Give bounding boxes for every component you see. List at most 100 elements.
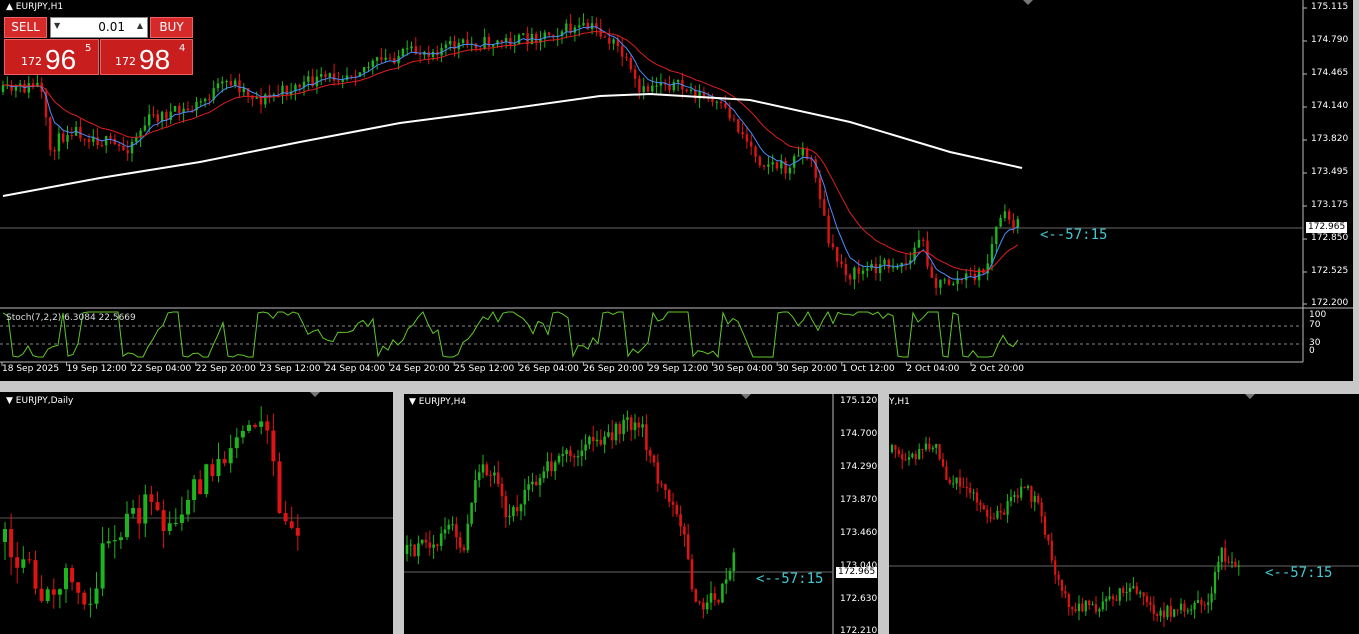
h4-chart-canvas[interactable] xyxy=(404,394,878,634)
candle-body xyxy=(538,478,542,486)
h1-small-chart-window[interactable]: Y,H1 <--57:15 xyxy=(889,394,1359,634)
h1-small-chart-canvas[interactable] xyxy=(889,394,1359,634)
candle-body xyxy=(380,57,383,60)
price-scale-label: 175.115 xyxy=(1311,2,1349,12)
candle-body xyxy=(496,472,500,484)
main-chart-title: ▲ EURJPY,H1 xyxy=(6,2,64,12)
candle-body xyxy=(1037,495,1040,503)
main-chart-canvas[interactable] xyxy=(0,0,1353,381)
daily-chart-canvas[interactable] xyxy=(0,392,393,634)
candle-body xyxy=(508,516,511,518)
candle-body xyxy=(1057,574,1060,580)
main-candle-countdown: <--57:15 xyxy=(1040,227,1108,243)
candle-body xyxy=(1234,561,1237,567)
candle-body xyxy=(679,514,682,527)
price-scale-label: 174.790 xyxy=(1311,35,1349,45)
time-scale-label: 30 Sep 04:00 xyxy=(712,364,773,374)
candle-body xyxy=(371,60,374,67)
candle-body xyxy=(713,593,717,600)
candle-body xyxy=(1149,602,1152,605)
candle-body xyxy=(1003,512,1006,515)
candle-body xyxy=(198,479,203,495)
candle-body xyxy=(165,111,168,120)
candle-body xyxy=(519,504,523,512)
buy-price-prefix: 172 xyxy=(115,55,136,68)
lot-decrease-button[interactable]: ▼ xyxy=(54,21,61,30)
lot-increase-button[interactable]: ▲ xyxy=(136,21,143,30)
candle-body xyxy=(1013,495,1016,497)
chart-shift-marker xyxy=(741,394,751,399)
candle-body xyxy=(424,539,428,543)
moving-average-long xyxy=(2,92,1023,197)
candle-body xyxy=(894,445,897,450)
buy-price-button[interactable]: 172 98 4 xyxy=(100,39,193,75)
chart-menu-arrow-icon[interactable]: ▼ xyxy=(409,397,419,407)
candle-body xyxy=(648,450,652,456)
candle-body xyxy=(302,81,306,88)
candle-body xyxy=(1064,590,1067,594)
candle-body xyxy=(646,86,650,92)
candle-body xyxy=(584,444,587,451)
lot-size-value[interactable]: 0.01 xyxy=(98,20,125,34)
candle-body xyxy=(253,424,258,427)
candle-body xyxy=(1162,610,1166,618)
h4-chart-window[interactable]: ▼ EURJPY,H4 172.965 <--57:15 175.120 174.… xyxy=(404,394,878,634)
candle-body xyxy=(423,51,426,55)
daily-chart-window[interactable]: ▼ EURJPY,Daily xyxy=(0,392,393,634)
candle-body xyxy=(130,141,134,154)
candle-body xyxy=(449,40,452,45)
candle-body xyxy=(413,544,416,557)
candle-body xyxy=(698,601,701,603)
candle-body xyxy=(907,457,911,460)
chart-menu-arrow-icon[interactable]: ▼ xyxy=(6,396,16,406)
candle-body xyxy=(614,423,618,441)
candle-body xyxy=(857,267,860,274)
candle-body xyxy=(1200,600,1203,605)
buy-button[interactable]: BUY xyxy=(150,17,193,38)
price-scale-label: 175.120 xyxy=(840,396,878,406)
sell-button[interactable]: SELL xyxy=(4,17,47,38)
candle-body xyxy=(719,101,723,104)
price-scale-label: 172.630 xyxy=(840,594,878,604)
candle-body xyxy=(474,480,477,503)
chart-menu-arrow-icon[interactable]: ▲ xyxy=(6,2,16,12)
candle-body xyxy=(560,31,564,36)
sell-price-prefix: 172 xyxy=(21,55,42,68)
candle-body xyxy=(212,88,215,100)
candle-body xyxy=(100,145,104,147)
candle-body xyxy=(186,499,190,515)
candle-body xyxy=(143,125,147,131)
moving-average-slow xyxy=(3,30,1019,272)
candle-body xyxy=(10,84,13,91)
candle-body xyxy=(1108,596,1111,599)
candle-body xyxy=(152,114,155,116)
candle-body xyxy=(82,592,87,605)
candle-body xyxy=(70,568,75,583)
candle-body xyxy=(161,510,166,532)
candle-body xyxy=(1135,586,1138,594)
candle-body xyxy=(1023,486,1026,488)
candle-body xyxy=(534,481,538,486)
sell-price-button[interactable]: 172 96 5 xyxy=(4,39,99,75)
candle-body xyxy=(853,267,856,280)
candle-body xyxy=(1186,610,1189,612)
candle-body xyxy=(962,486,965,488)
lot-size-field[interactable]: ▼ 0.01 ▲ xyxy=(50,17,148,38)
main-chart-window[interactable]: ▲ EURJPY,H1 172.965 <--57:15 Stoch(7,2,2… xyxy=(0,0,1353,381)
candle-body xyxy=(131,507,136,514)
candle-body xyxy=(268,94,271,97)
candle-body xyxy=(1033,495,1036,503)
candle-body xyxy=(1145,596,1149,603)
candle-body xyxy=(651,85,654,92)
candle-body xyxy=(569,23,572,33)
moving-average-fast xyxy=(2,25,1019,280)
candle-body xyxy=(295,527,300,536)
candle-body xyxy=(493,472,496,476)
candle-body xyxy=(887,259,890,269)
candle-body xyxy=(607,432,610,437)
candle-body xyxy=(307,76,310,82)
candle-body xyxy=(240,430,245,438)
candle-body xyxy=(522,33,525,35)
daily-chart-title: ▼ EURJPY,Daily xyxy=(6,396,74,406)
candle-body xyxy=(921,449,924,451)
